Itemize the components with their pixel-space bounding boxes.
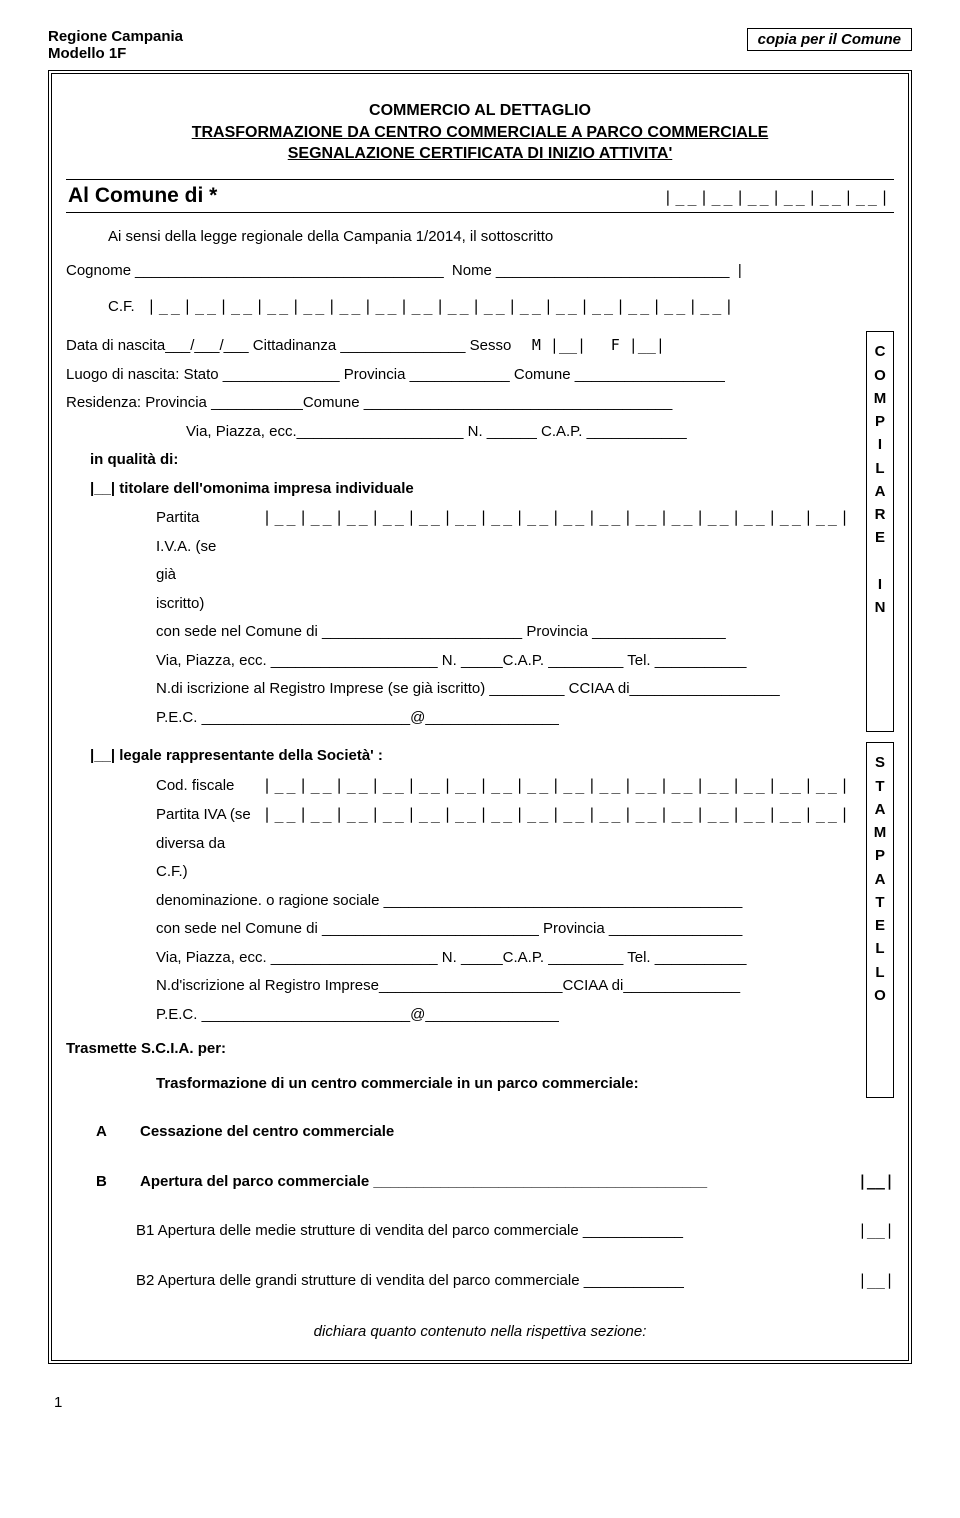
codfisc-label: Cod. fiscale	[156, 772, 234, 801]
title-line3: SEGNALAZIONE CERTIFICATA DI INIZIO ATTIV…	[66, 143, 894, 165]
section-b-letter: B	[96, 1168, 136, 1197]
codfisc-row: Cod. fiscale |__|__|__|__|__|__|__|__|__…	[156, 771, 852, 801]
legale[interactable]: |__| legale rappresentante della Società…	[90, 742, 852, 771]
section-b-check[interactable]: |__|	[858, 1167, 894, 1196]
cf-ticks[interactable]: |__|__|__|__|__|__|__|__|__|__|__|__|__|…	[147, 292, 737, 321]
data-nascita: Data di nascita___/___/___ Cittadinanza …	[66, 332, 511, 361]
birth-row: Data di nascita___/___/___ Cittadinanza …	[66, 331, 852, 361]
sede1: con sede nel Comune di _________________…	[156, 618, 852, 647]
section-b2-text: B2 Apertura delle grandi strutture di ve…	[136, 1267, 684, 1296]
vertical-label-1: C O M P I L A R E I N	[866, 331, 894, 732]
cf-row: C.F. |__|__|__|__|__|__|__|__|__|__|__|_…	[108, 292, 894, 322]
cf-label: C.F.	[108, 293, 135, 322]
section-a-text: Cessazione del centro commerciale	[140, 1118, 394, 1147]
section-a-letter: A	[96, 1118, 136, 1147]
copy-box: copia per il Comune	[747, 28, 912, 51]
via3: Via, Piazza, ecc. ____________________ N…	[156, 944, 852, 973]
piva2-ticks[interactable]: |__|__|__|__|__|__|__|__|__|__|__|__|__|…	[262, 800, 852, 829]
sede2: con sede nel Comune di _________________…	[156, 915, 852, 944]
via2: Via, Piazza, ecc. ____________________ N…	[156, 647, 852, 676]
trasf-label: Trasformazione di un centro commerciale …	[156, 1070, 852, 1099]
luogo-nascita: Luogo di nascita: Stato ______________ P…	[66, 361, 852, 390]
model-label: Modello 1F	[48, 45, 183, 62]
title-line2: TRASFORMAZIONE DA CENTRO COMMERCIALE A P…	[66, 122, 894, 144]
trasmette-label: Trasmette S.C.I.A. per:	[66, 1035, 852, 1064]
section-b1-text: B1 Apertura delle medie strutture di ven…	[136, 1217, 683, 1246]
nome-label: Nome	[452, 257, 492, 286]
comune-row: Al Comune di * |__|__|__|__|__|__|	[66, 179, 894, 213]
cognome-label: Cognome	[66, 257, 131, 286]
pec1: P.E.C. _________________________@_______…	[156, 704, 852, 733]
via1: Via, Piazza, ecc.____________________ N.…	[186, 418, 852, 447]
piva2-label: Partita IVA (se diversa da C.F.)	[156, 801, 254, 887]
residenza: Residenza: Provincia ___________Comune _…	[66, 389, 852, 418]
footer-note: dichiara quanto contenuto nella rispetti…	[66, 1323, 894, 1340]
piva-label: Partita I.V.A. (se già iscritto)	[156, 504, 217, 618]
qualita: in qualità di:	[90, 446, 852, 475]
form-frame: COMMERCIO AL DETTAGLIO TRASFORMAZIONE DA…	[48, 70, 912, 1364]
pec2: P.E.C. _________________________@_______…	[156, 1001, 852, 1030]
iscr2: N.d'iscrizione al Registro Imprese______…	[156, 972, 852, 1001]
section-b-text: Apertura del parco commerciale _________…	[140, 1168, 707, 1197]
denom: denominazione. o ragione sociale _______…	[156, 887, 852, 916]
piva-ticks[interactable]: |__|__|__|__|__|__|__|__|__|__|__|__|__|…	[262, 503, 852, 532]
header-region-block: Regione Campania Modello 1F	[48, 28, 183, 62]
section-b2-check[interactable]: |__|	[858, 1266, 894, 1295]
section-b: B Apertura del parco commerciale _______…	[96, 1167, 894, 1197]
piva2-row: Partita IVA (se diversa da C.F.) |__|__|…	[156, 800, 852, 887]
section-b2: B2 Apertura delle grandi strutture di ve…	[136, 1266, 894, 1296]
preamble: Ai sensi della legge regionale della Cam…	[108, 223, 894, 252]
titolare[interactable]: |__| titolare dell'omonima impresa indiv…	[90, 475, 852, 504]
region-label: Regione Campania	[48, 28, 183, 45]
codfisc-ticks[interactable]: |__|__|__|__|__|__|__|__|__|__|__|__|__|…	[262, 771, 852, 800]
sesso-m[interactable]: M |__|	[532, 331, 586, 360]
title-block: COMMERCIO AL DETTAGLIO TRASFORMAZIONE DA…	[66, 100, 894, 165]
piva-row: Partita I.V.A. (se già iscritto) |__|__|…	[156, 503, 852, 618]
section-b1-check[interactable]: |__|	[858, 1216, 894, 1245]
cognome-nome-row: Cognome ________________________________…	[66, 257, 894, 286]
section-b1: B1 Apertura delle medie strutture di ven…	[136, 1216, 894, 1246]
page-number: 1	[54, 1394, 912, 1411]
section-a: A Cessazione del centro commerciale	[96, 1118, 894, 1147]
iscr1: N.di iscrizione al Registro Imprese (se …	[156, 675, 852, 704]
vertical-label-2: S T A M P A T E L L O	[866, 742, 894, 1098]
comune-label: Al Comune di *	[68, 184, 217, 208]
sesso-f[interactable]: F |__|	[611, 331, 665, 360]
title-line1: COMMERCIO AL DETTAGLIO	[66, 100, 894, 122]
comune-ticks[interactable]: |__|__|__|__|__|__|	[663, 188, 892, 206]
